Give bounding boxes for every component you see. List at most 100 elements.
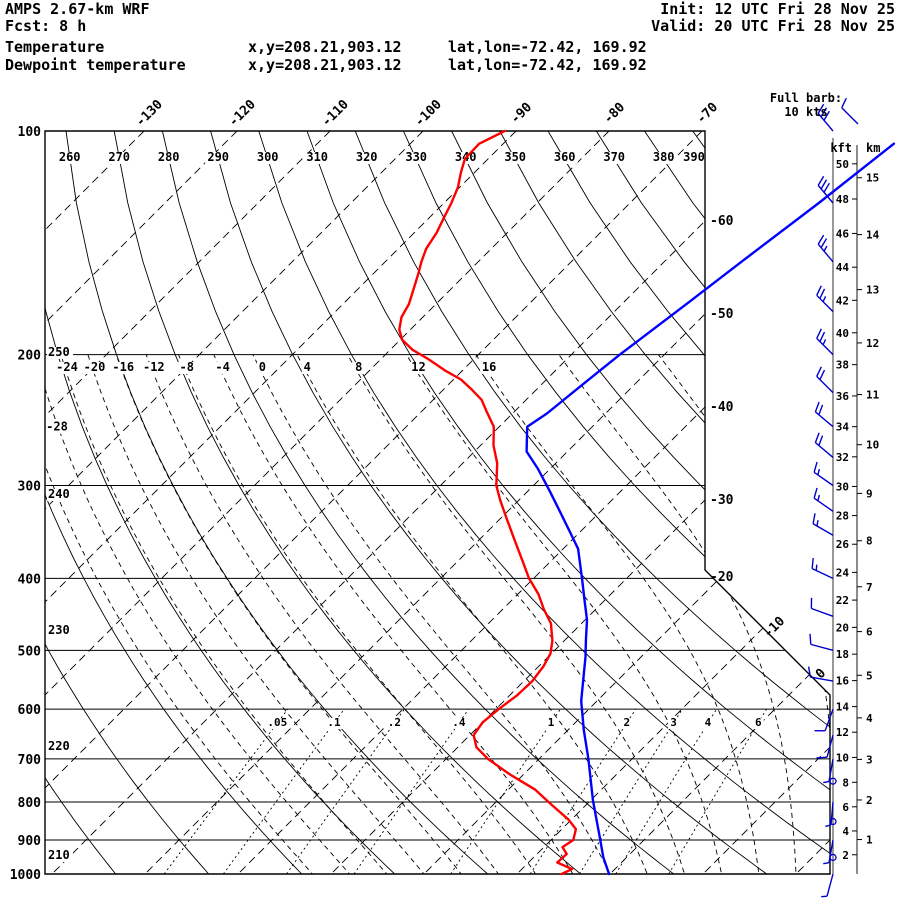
dewpoint-trace: [398, 129, 578, 876]
moist-adiabat-label: -24: [56, 360, 78, 374]
km-tick-label: 15: [866, 172, 879, 185]
isotherm-top-label: -130: [133, 97, 166, 130]
dewpoint-legend-label: Dewpoint temperature: [5, 56, 186, 74]
kft-tick-label: 38: [836, 359, 849, 372]
mixing-ratio-lines: [163, 708, 767, 874]
wind-barb: [829, 777, 837, 785]
mixing-ratio-label: 3: [670, 716, 677, 729]
isotherm-top-label: -70: [694, 100, 721, 127]
pressure-label: 900: [18, 834, 42, 849]
moist-adiabat-label: -20: [84, 360, 106, 374]
kft-tick-label: 46: [836, 227, 850, 240]
isotherm-right-label: -60: [710, 214, 734, 229]
moist-adiabat-label: -28: [46, 420, 68, 434]
pressure-label: 200: [18, 349, 42, 364]
moist-adiabat-lines: [45, 354, 830, 874]
wind-barb: [814, 708, 834, 732]
moist-adiabat-label: 0: [259, 360, 266, 374]
moist-adiabat-label: -16: [112, 360, 134, 374]
theta-left-label: 220: [48, 739, 70, 753]
theta-top-label: 300: [257, 150, 279, 164]
km-tick-label: 3: [866, 753, 873, 766]
theta-top-label: 270: [108, 150, 130, 164]
theta-top-label: 310: [306, 150, 328, 164]
dewpoint-grid-coords: x,y=208.21,903.12: [248, 56, 402, 74]
kft-tick-label: 6: [842, 801, 849, 814]
theta-top-label: 350: [504, 150, 526, 164]
temperature-grid-coords: x,y=208.21,903.12: [248, 38, 402, 56]
wind-barb: [810, 597, 834, 617]
theta-top-label: 360: [554, 150, 576, 164]
kft-tick-label: 4: [842, 825, 849, 838]
height-axis-kft-header: kft: [830, 141, 852, 155]
wind-barb: [809, 633, 834, 652]
model-title: AMPS 2.67-km WRF: [5, 0, 150, 18]
km-tick-label: 2: [866, 794, 873, 807]
pressure-label: 1000: [10, 868, 41, 883]
isotherm-right-label: -50: [710, 307, 734, 322]
theta-top-label: 280: [158, 150, 180, 164]
barb-legend-title: Full barb:: [770, 91, 842, 105]
moist-adiabat-label: 4: [304, 360, 311, 374]
wind-barb: [821, 873, 834, 898]
valid-time: Valid: 20 UTC Fri 28 Nov 25: [651, 17, 895, 35]
km-tick-label: 4: [866, 712, 873, 725]
km-tick-label: 10: [866, 439, 879, 452]
wind-barb: [817, 234, 834, 263]
km-tick-label: 8: [866, 535, 873, 548]
pressure-label: 500: [18, 644, 42, 659]
wind-barb: [816, 285, 834, 313]
theta-top-label: 380: [653, 150, 675, 164]
theta-top-label: 290: [207, 150, 229, 164]
kft-tick-label: 14: [836, 701, 850, 714]
mixing-ratio-label: 6: [755, 716, 762, 729]
isotherm-top-label: -120: [226, 97, 259, 130]
km-tick-label: 6: [866, 626, 873, 639]
kft-tick-label: 22: [836, 594, 849, 607]
km-tick-label: 5: [866, 669, 873, 682]
wind-barb: [812, 513, 834, 536]
forecast-hour: Fcst: 8 h: [5, 17, 86, 35]
mixing-ratio-label: .4: [452, 716, 466, 729]
kft-tick-label: 34: [836, 421, 850, 434]
moist-adiabat-label: 12: [411, 360, 425, 374]
theta-top-label: 320: [356, 150, 378, 164]
wind-barb: [807, 666, 834, 682]
pressure-gridlines: [45, 131, 830, 874]
isotherm-diag-label: -10: [761, 614, 788, 641]
kft-tick-label: 8: [842, 776, 849, 789]
wind-barb: [816, 734, 834, 759]
kft-tick-label: 28: [836, 510, 849, 523]
wind-barb: [813, 461, 834, 487]
kft-tick-label: 30: [836, 480, 849, 493]
theta-top-label: 370: [603, 150, 625, 164]
wind-barb: [816, 328, 834, 356]
height-axis-km-header: km: [866, 141, 880, 155]
mixing-ratio-label: 1: [548, 716, 555, 729]
kft-tick-label: 48: [836, 193, 849, 206]
moist-adiabat-label: -4: [215, 360, 229, 374]
kft-tick-label: 16: [836, 675, 850, 688]
mixing-ratio-label: 2: [623, 716, 630, 729]
kft-tick-label: 44: [836, 261, 850, 274]
kft-tick-label: 26: [836, 538, 850, 551]
moist-adiabat-label: -12: [143, 360, 165, 374]
height-axis: 5048464442403836343230282624222018161412…: [836, 145, 880, 874]
km-tick-label: 9: [866, 487, 873, 500]
km-tick-label: 1: [866, 834, 873, 847]
theta-top-label: 390: [683, 150, 705, 164]
km-tick-label: 7: [866, 581, 873, 594]
theta-left-label: 210: [48, 848, 70, 862]
mixing-ratio-label: .2: [388, 716, 401, 729]
wind-barb: [813, 487, 834, 512]
isotherm-right-label: -20: [710, 570, 734, 585]
wind-barb-column: [807, 97, 859, 898]
moist-adiabat-label: 16: [482, 360, 496, 374]
pressure-label: 600: [18, 703, 42, 718]
wind-barb: [817, 103, 834, 132]
theta-left-label: 240: [48, 487, 70, 501]
wind-barb: [817, 175, 834, 204]
wind-barb: [811, 557, 834, 579]
